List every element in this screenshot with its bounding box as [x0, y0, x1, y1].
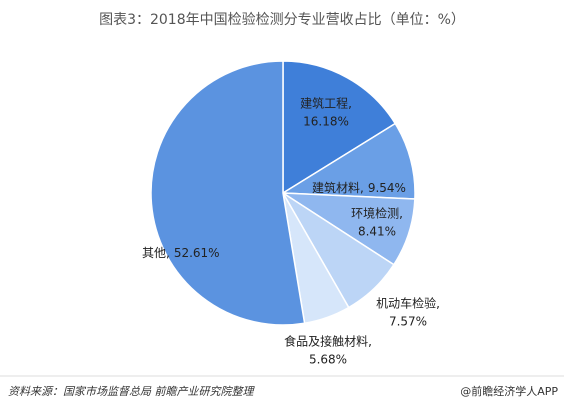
slice-category: 机动车检验,	[376, 296, 440, 311]
chart-title: 图表3：2018年中国检验检测分专业营收占比（单位：%）	[99, 12, 465, 28]
slice-value-label: 52.61%	[174, 246, 220, 260]
slice-value-label: 9.54%	[368, 181, 406, 195]
slice-value-label: 5.68%	[309, 353, 347, 367]
slice-value-label: 7.57%	[389, 315, 427, 329]
pie-slice	[282, 60, 397, 195]
slice-category: 食品及接触材料,	[284, 334, 372, 349]
slice-value-label: 8.41%	[358, 225, 396, 239]
slice-value-label: 16.18%	[303, 115, 349, 129]
source-note: 资料来源：国家市场监督总局 前瞻产业研究院整理	[8, 385, 255, 398]
slice-category: 建筑材料,	[312, 180, 364, 195]
slice-label: 建筑材料, 9.54%	[312, 180, 406, 195]
slice-category: 环境检测,	[351, 206, 403, 221]
credit: @前瞻经济学人APP	[460, 384, 558, 398]
pie-slice	[150, 60, 306, 326]
slice-label: 其他, 52.61%	[142, 246, 220, 260]
slice-category: 其他,	[142, 246, 170, 260]
slice-category: 建筑工程,	[300, 96, 352, 111]
pie-slice	[280, 122, 416, 200]
